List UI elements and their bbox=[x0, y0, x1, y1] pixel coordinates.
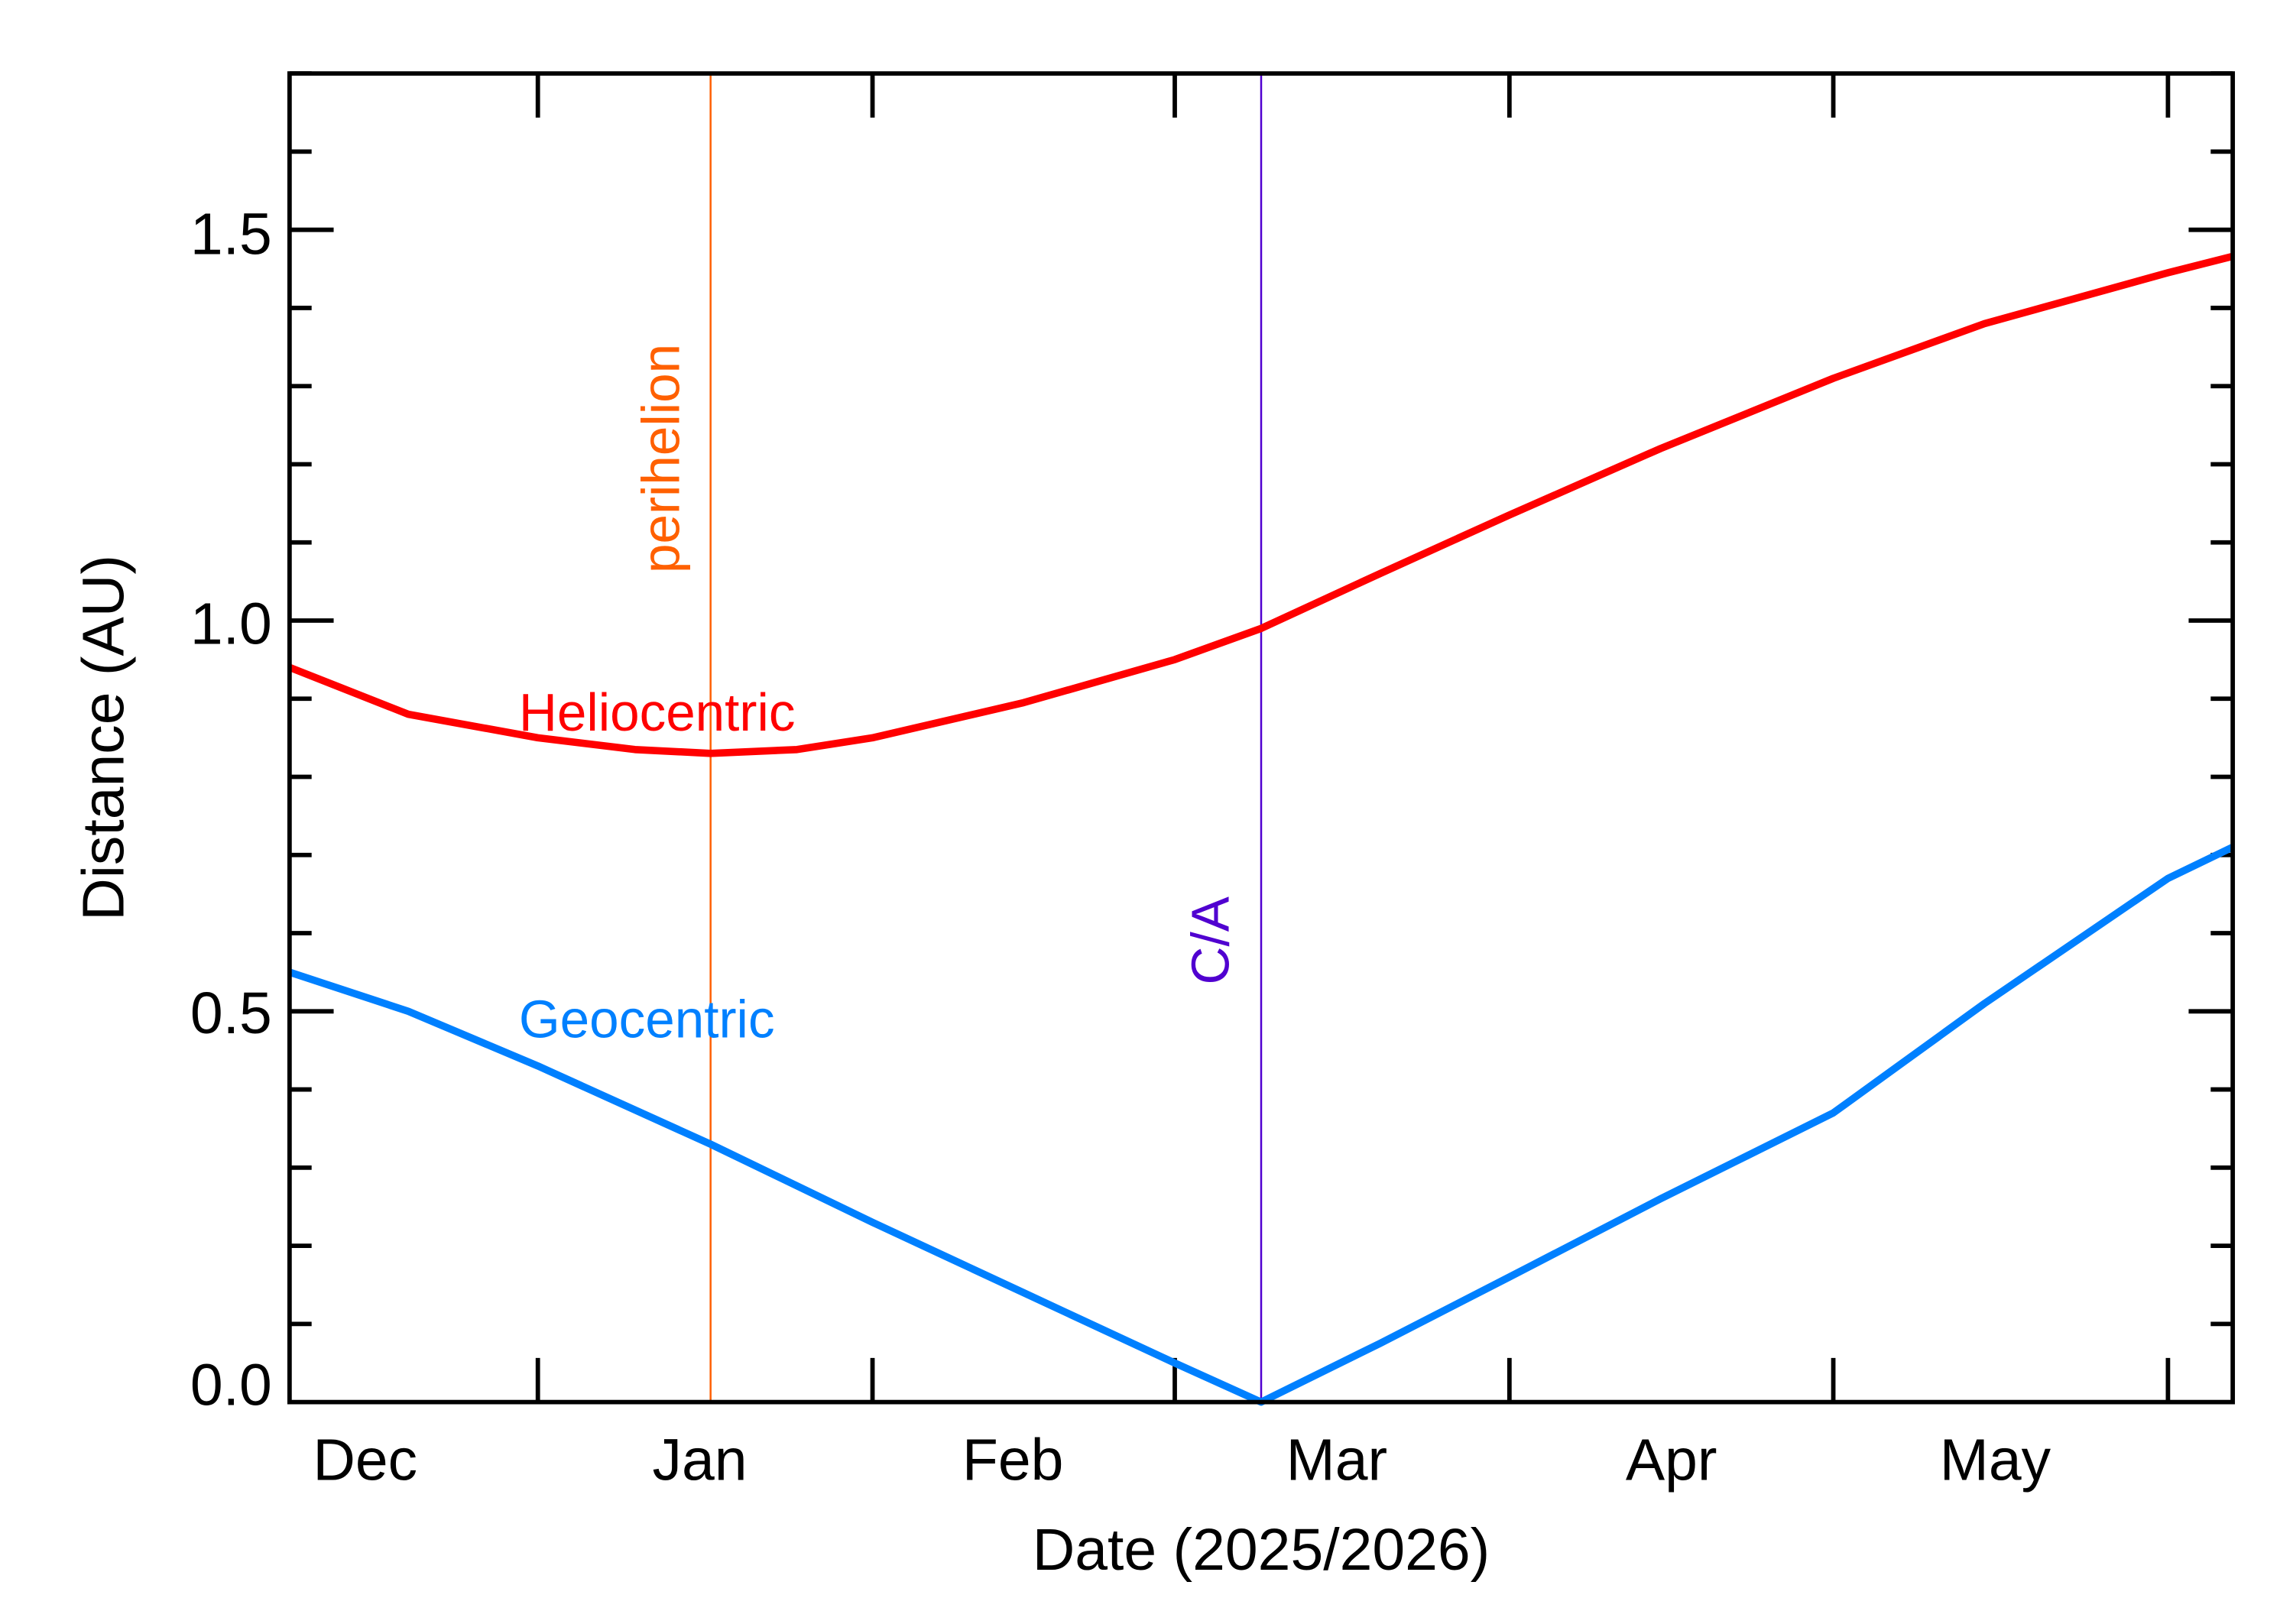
x-tick-label: Dec bbox=[313, 1428, 417, 1493]
y-tick-label: 0.5 bbox=[190, 981, 272, 1046]
geocentric-legend-label: Geocentric bbox=[519, 990, 775, 1049]
ca-label: C/A bbox=[1181, 896, 1241, 984]
perihelion-label: perihelion bbox=[631, 344, 690, 573]
x-tick-label: May bbox=[1940, 1428, 2051, 1493]
heliocentric-legend-label: Heliocentric bbox=[519, 682, 796, 742]
y-tick-labels: 0.0 0.5 1.0 1.5 bbox=[190, 202, 272, 1418]
x-tick-label: Apr bbox=[1626, 1428, 1717, 1493]
y-tick-label: 1.5 bbox=[190, 202, 272, 267]
y-axis-label: Distance (AU) bbox=[71, 555, 137, 921]
heliocentric-series-line bbox=[288, 252, 2234, 757]
y-tick-label: 0.0 bbox=[190, 1352, 272, 1418]
x-tick-label: Mar bbox=[1286, 1428, 1387, 1493]
x-tick-label: Jan bbox=[653, 1428, 748, 1493]
y-tick-label: 1.0 bbox=[190, 591, 272, 656]
plot-frame bbox=[287, 71, 2236, 1405]
axis-ticks bbox=[289, 71, 2233, 1402]
x-tick-labels: Dec Jan Feb Mar Apr May bbox=[313, 1428, 2051, 1493]
x-axis-label: Date (2025/2026) bbox=[1033, 1517, 1490, 1583]
x-tick-label: Feb bbox=[962, 1428, 1064, 1493]
